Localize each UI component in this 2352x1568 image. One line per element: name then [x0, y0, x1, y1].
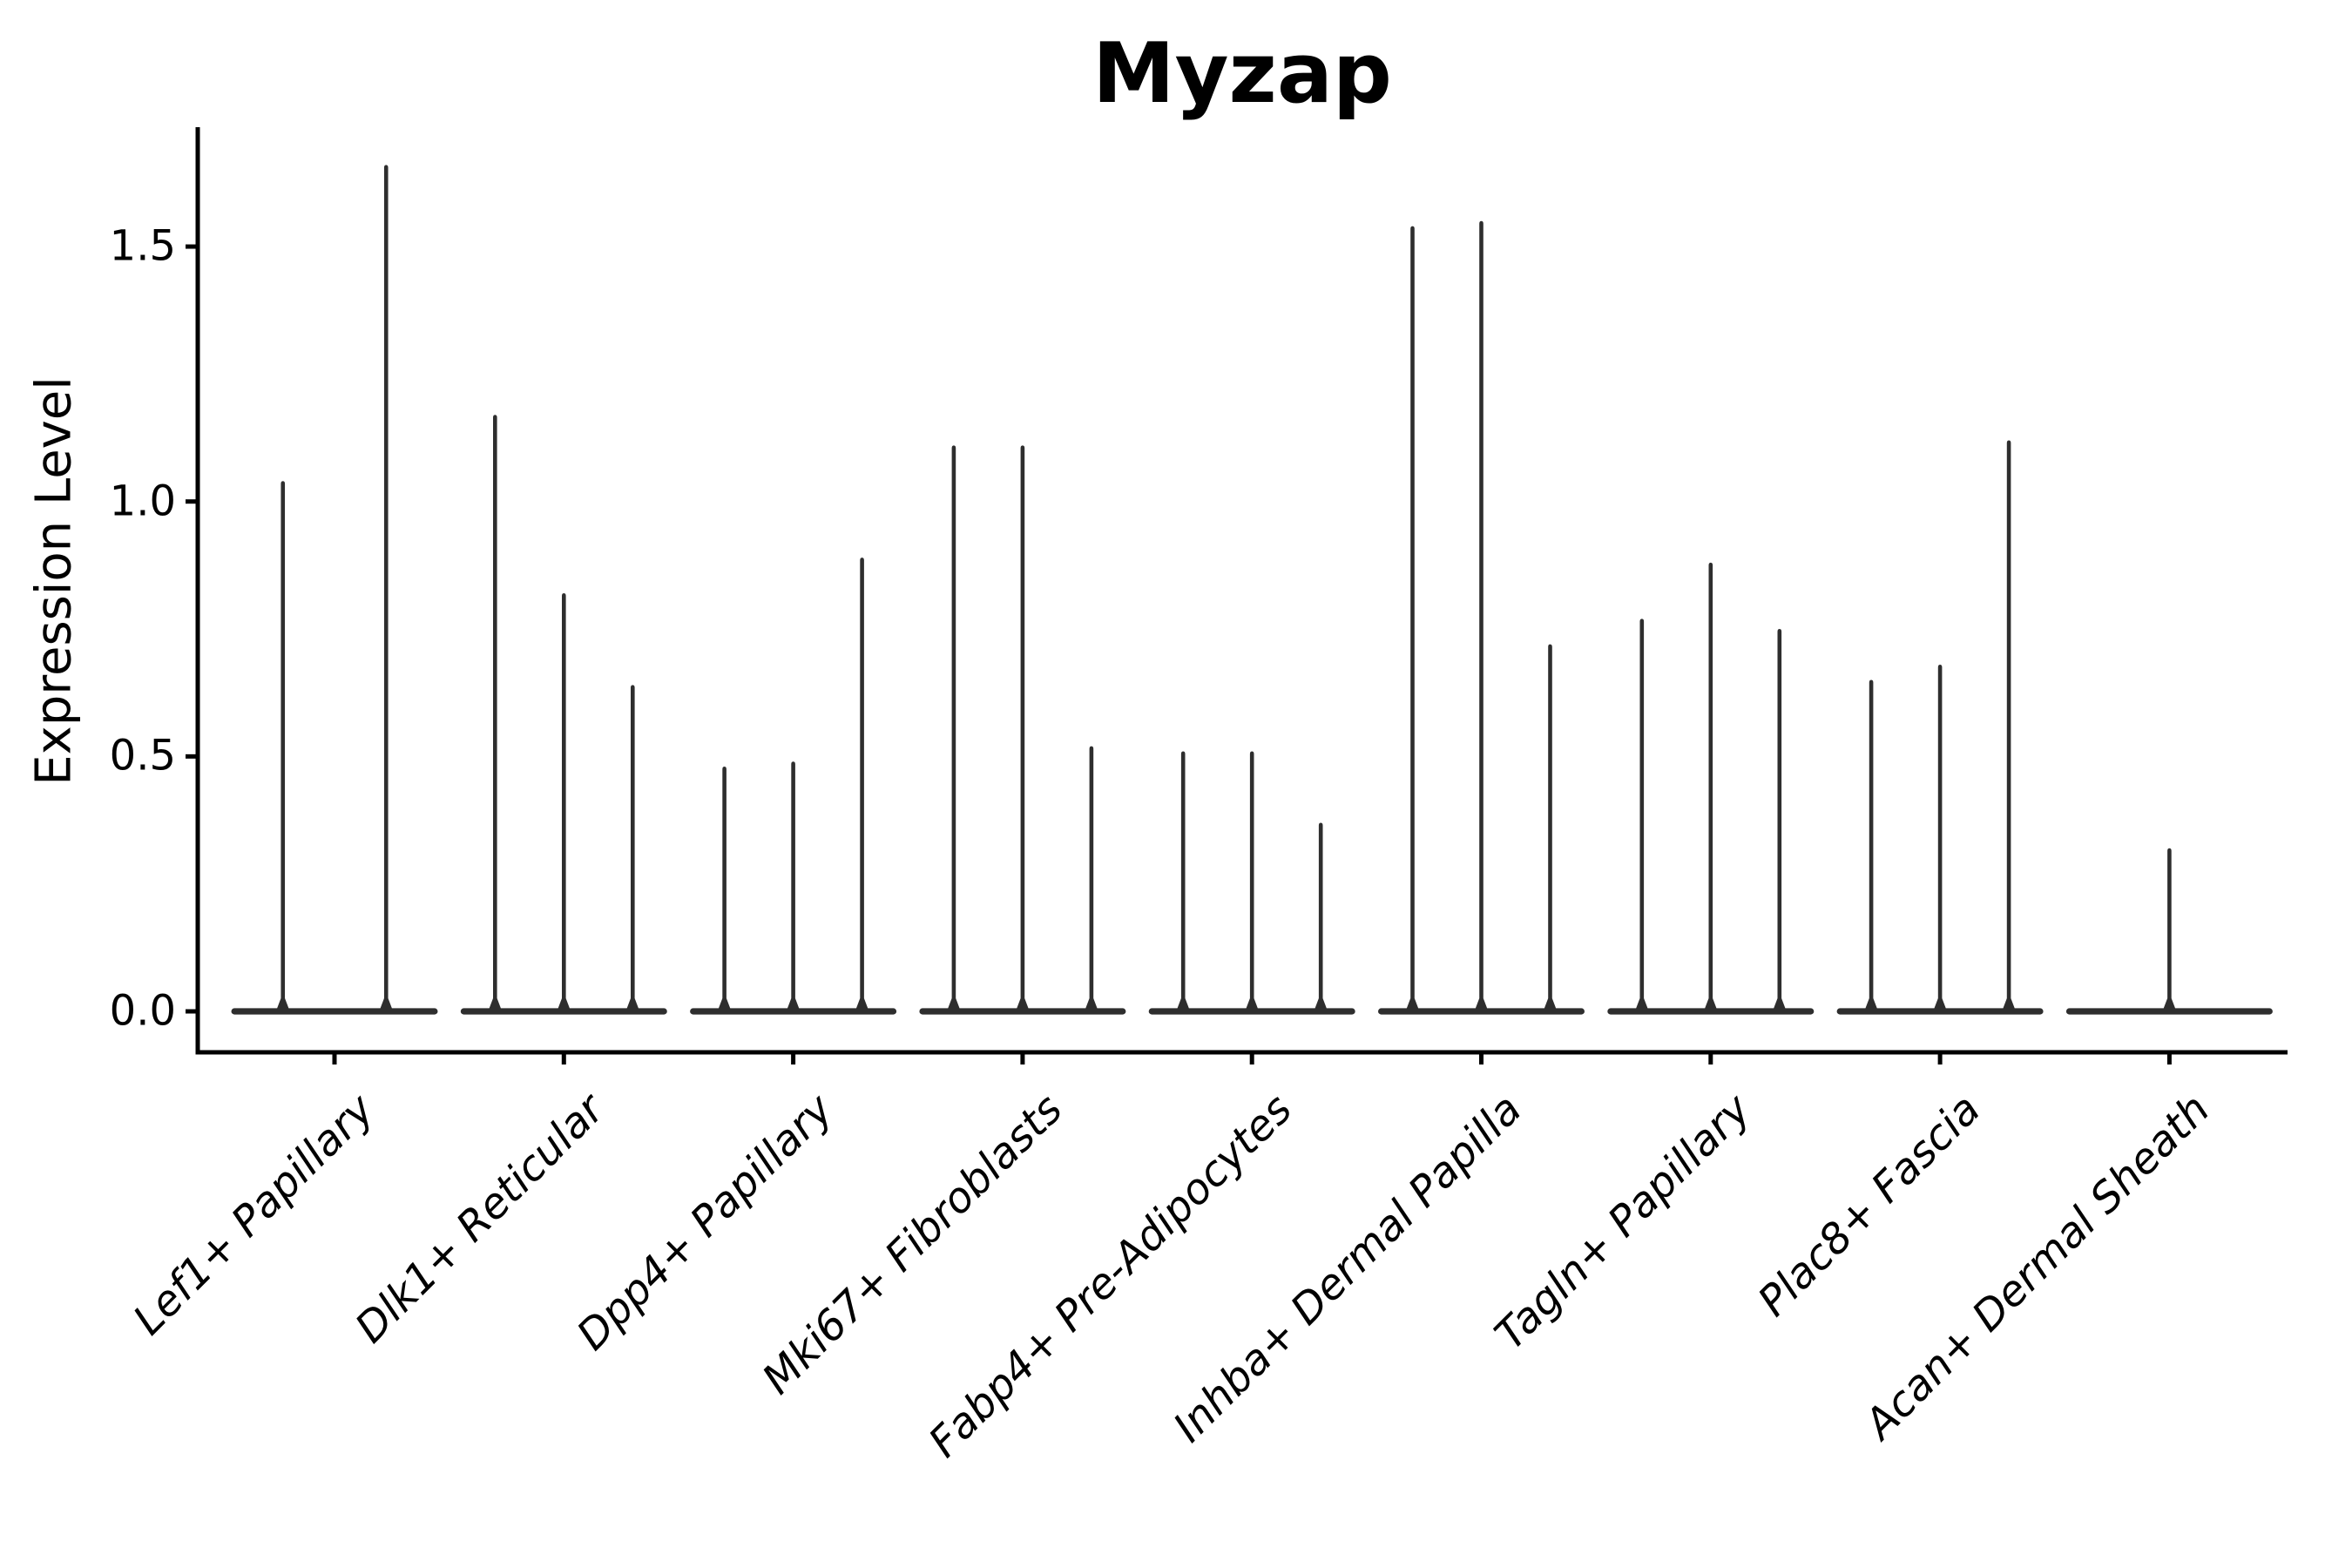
y-tick-label: 0.5 — [109, 731, 176, 781]
violin-spike — [557, 593, 571, 1011]
violin-spike — [275, 481, 290, 1011]
violin-spike — [625, 685, 640, 1011]
violin-spike — [1772, 629, 1787, 1011]
violin-spike — [1084, 746, 1098, 1011]
y-axis-label: Expression Level — [25, 376, 83, 786]
violin-spike — [1703, 562, 1718, 1011]
violin-spike — [1634, 618, 1649, 1011]
violin-spike — [1474, 220, 1489, 1011]
violin-spike — [2002, 440, 2017, 1011]
y-tick-label: 1.0 — [109, 476, 176, 526]
violin-spike — [786, 761, 801, 1011]
violin-spike — [1543, 644, 1558, 1011]
violin-spike — [1314, 822, 1328, 1011]
violin-spike — [946, 445, 961, 1011]
y-tick-label: 1.5 — [109, 221, 176, 271]
y-tick-label: 0.0 — [109, 986, 176, 1036]
violin-spike — [488, 415, 503, 1012]
violin-spike — [855, 558, 869, 1011]
violin-spike — [1245, 751, 1260, 1011]
violin-spike — [379, 165, 394, 1012]
violin-spike — [2162, 848, 2177, 1011]
violin-spike — [1933, 664, 1948, 1011]
violin-spike — [1015, 445, 1030, 1011]
violin-body — [231, 1008, 438, 1015]
violin-spike — [1864, 679, 1879, 1011]
violin-spike — [717, 767, 732, 1011]
violin-spike — [1176, 751, 1191, 1011]
violin-spike — [1405, 226, 1420, 1011]
chart-title: Myzap — [1092, 26, 1392, 122]
